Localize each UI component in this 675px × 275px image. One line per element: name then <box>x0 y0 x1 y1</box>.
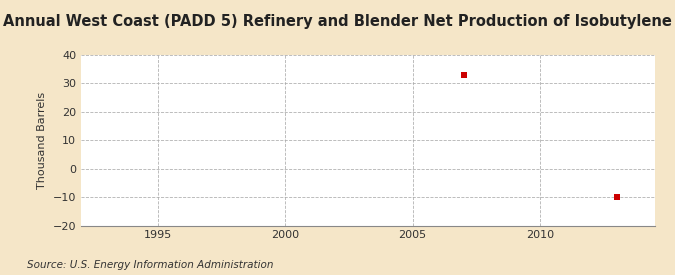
Y-axis label: Thousand Barrels: Thousand Barrels <box>37 92 47 189</box>
Text: Annual West Coast (PADD 5) Refinery and Blender Net Production of Isobutylene: Annual West Coast (PADD 5) Refinery and … <box>3 14 672 29</box>
Text: Source: U.S. Energy Information Administration: Source: U.S. Energy Information Administ… <box>27 260 273 270</box>
